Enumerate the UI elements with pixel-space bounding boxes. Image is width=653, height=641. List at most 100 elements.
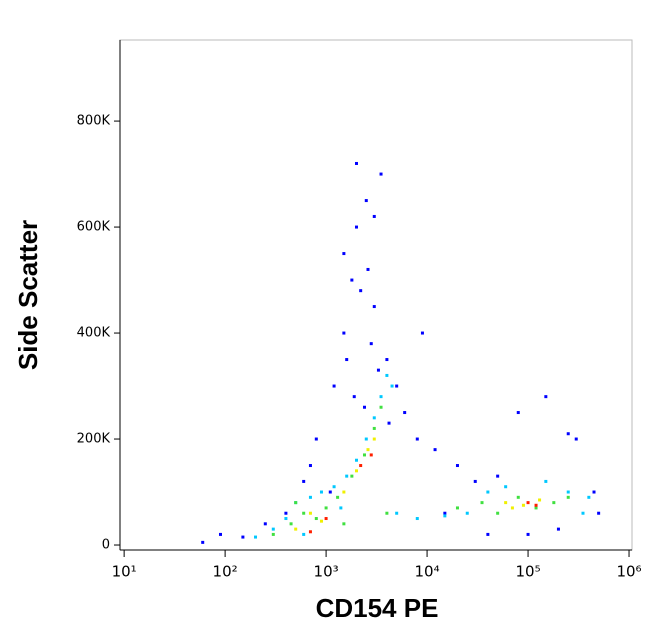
point: [526, 501, 530, 505]
point: [263, 522, 267, 526]
point: [385, 358, 389, 362]
point: [271, 532, 275, 536]
point: [372, 437, 376, 441]
point: [254, 535, 258, 539]
point: [433, 448, 437, 452]
point: [372, 426, 376, 430]
point: [504, 485, 508, 489]
point: [379, 172, 383, 176]
y-tick-label: 400K: [77, 326, 111, 341]
point: [362, 453, 366, 457]
point: [364, 199, 368, 203]
point: [271, 527, 275, 531]
point: [364, 437, 368, 441]
point: [342, 252, 346, 256]
point: [387, 421, 391, 425]
point: [308, 495, 312, 499]
point: [516, 495, 520, 499]
point: [324, 517, 328, 521]
point: [455, 464, 459, 468]
point: [366, 448, 370, 452]
point: [308, 464, 312, 468]
point: [324, 506, 328, 510]
point: [566, 490, 570, 494]
point: [354, 225, 358, 229]
point: [504, 501, 508, 505]
point: [443, 511, 447, 515]
point: [552, 501, 556, 505]
point: [241, 535, 245, 539]
point: [415, 437, 419, 441]
point: [395, 384, 399, 388]
point: [526, 532, 530, 536]
point: [544, 395, 548, 399]
point: [372, 416, 376, 420]
x-tick-label: 10⁵: [515, 563, 540, 581]
point: [342, 490, 346, 494]
point: [314, 517, 318, 521]
point: [372, 305, 376, 309]
point: [385, 373, 389, 377]
point: [486, 532, 490, 536]
point: [415, 517, 419, 521]
point: [369, 342, 373, 346]
point: [538, 498, 542, 502]
point: [473, 479, 477, 483]
y-tick-label: 0: [102, 538, 110, 553]
point: [403, 411, 407, 415]
point: [534, 506, 538, 510]
point: [284, 511, 288, 515]
point: [345, 358, 349, 362]
x-tick-label: 10²: [213, 563, 238, 581]
point: [372, 214, 376, 218]
point: [342, 522, 346, 526]
plot-frame: [119, 39, 633, 551]
point: [319, 490, 323, 494]
point: [510, 506, 514, 510]
y-tick-label: 800K: [77, 114, 111, 129]
point: [332, 384, 336, 388]
point: [597, 511, 601, 515]
point: [385, 511, 389, 515]
point: [544, 479, 548, 483]
point: [302, 532, 306, 536]
point: [354, 469, 358, 473]
y-tick-label: 600K: [77, 220, 111, 235]
point: [362, 405, 366, 409]
point: [342, 331, 346, 335]
point: [328, 490, 332, 494]
x-tick-label: 10¹: [112, 563, 137, 581]
point: [294, 527, 298, 531]
point: [376, 368, 380, 372]
point: [521, 503, 525, 507]
point: [480, 501, 484, 505]
point: [302, 511, 306, 515]
point: [574, 437, 578, 441]
point: [592, 490, 596, 494]
point: [289, 522, 293, 526]
x-tick-label: 10³: [314, 563, 339, 581]
point: [443, 514, 447, 518]
point: [390, 384, 394, 388]
point: [379, 395, 383, 399]
point: [350, 474, 354, 478]
point: [345, 474, 349, 478]
point: [395, 511, 399, 515]
point: [465, 511, 469, 515]
point: [496, 474, 500, 478]
x-axis-title: CD154 PE: [316, 593, 439, 623]
point: [516, 411, 520, 415]
point: [366, 267, 370, 271]
point: [455, 506, 459, 510]
x-tick-label: 10⁴: [415, 563, 440, 581]
point: [369, 453, 373, 457]
point: [284, 517, 288, 521]
x-tick-label: 10⁶: [616, 563, 641, 581]
point: [336, 495, 340, 499]
point: [314, 437, 318, 441]
point: [339, 506, 343, 510]
point: [352, 395, 356, 399]
point: [566, 432, 570, 436]
